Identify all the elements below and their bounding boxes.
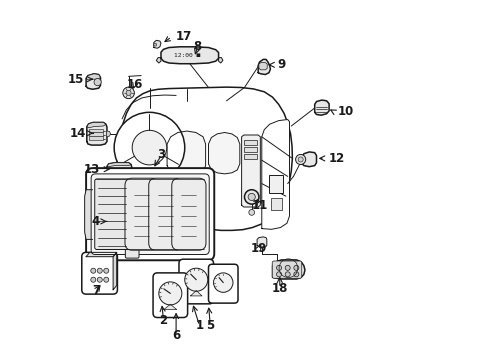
Circle shape: [126, 90, 131, 95]
Circle shape: [285, 265, 289, 270]
Circle shape: [97, 277, 102, 282]
Polygon shape: [107, 131, 110, 137]
Circle shape: [122, 87, 134, 99]
Circle shape: [293, 265, 298, 270]
Circle shape: [247, 193, 255, 201]
FancyBboxPatch shape: [171, 178, 205, 250]
Circle shape: [293, 272, 298, 277]
FancyBboxPatch shape: [208, 264, 238, 303]
Text: 6: 6: [172, 329, 180, 342]
Polygon shape: [258, 59, 270, 75]
Polygon shape: [261, 120, 289, 229]
Circle shape: [132, 130, 166, 165]
Polygon shape: [257, 237, 266, 247]
Bar: [89, 132, 103, 136]
Text: 8: 8: [193, 40, 202, 53]
Circle shape: [248, 210, 254, 215]
Polygon shape: [190, 291, 202, 296]
Polygon shape: [314, 100, 328, 115]
Polygon shape: [113, 252, 117, 290]
Circle shape: [276, 272, 281, 277]
Circle shape: [114, 112, 184, 183]
Circle shape: [153, 43, 156, 46]
Bar: [89, 129, 103, 132]
FancyBboxPatch shape: [95, 179, 129, 249]
Text: 19: 19: [250, 242, 266, 255]
Polygon shape: [86, 74, 101, 80]
Circle shape: [97, 268, 102, 273]
Polygon shape: [115, 87, 292, 230]
Polygon shape: [167, 131, 205, 177]
Text: 1: 1: [195, 319, 203, 332]
Circle shape: [276, 265, 281, 270]
Bar: [268, 175, 283, 193]
Polygon shape: [86, 74, 101, 89]
Polygon shape: [107, 163, 132, 176]
Circle shape: [184, 268, 207, 291]
Text: 10: 10: [337, 105, 354, 118]
Polygon shape: [258, 63, 266, 70]
Bar: [271, 198, 281, 210]
Text: 12: 12: [328, 152, 345, 165]
Text: 17: 17: [176, 30, 192, 43]
Bar: [244, 154, 256, 159]
Bar: [244, 147, 256, 152]
Text: 18: 18: [271, 282, 287, 294]
Polygon shape: [84, 190, 92, 239]
FancyBboxPatch shape: [272, 261, 301, 278]
FancyBboxPatch shape: [153, 273, 187, 318]
Polygon shape: [87, 122, 107, 145]
FancyBboxPatch shape: [86, 168, 214, 260]
Polygon shape: [142, 181, 157, 186]
Text: 16: 16: [126, 78, 142, 91]
FancyBboxPatch shape: [91, 174, 209, 255]
FancyBboxPatch shape: [179, 259, 213, 304]
Circle shape: [285, 272, 289, 277]
Bar: [244, 140, 256, 145]
Circle shape: [91, 277, 96, 282]
Bar: [89, 136, 103, 140]
Polygon shape: [87, 122, 106, 128]
FancyBboxPatch shape: [148, 178, 183, 250]
Circle shape: [103, 277, 108, 282]
Text: 7: 7: [92, 284, 100, 297]
Circle shape: [94, 78, 101, 86]
Text: 14: 14: [70, 127, 86, 140]
Polygon shape: [302, 152, 316, 167]
Circle shape: [244, 190, 258, 204]
FancyBboxPatch shape: [81, 252, 117, 294]
Text: 5: 5: [206, 319, 214, 332]
Circle shape: [103, 268, 108, 273]
Polygon shape: [153, 40, 161, 48]
Circle shape: [91, 268, 96, 273]
Polygon shape: [241, 135, 260, 207]
Text: 15: 15: [68, 73, 84, 86]
Polygon shape: [163, 304, 177, 310]
Polygon shape: [218, 58, 223, 63]
Text: 3: 3: [157, 148, 165, 161]
Text: 13: 13: [83, 163, 100, 176]
Polygon shape: [161, 47, 218, 64]
Text: 2: 2: [159, 314, 167, 327]
FancyBboxPatch shape: [125, 249, 139, 258]
Polygon shape: [208, 132, 239, 174]
Text: 11: 11: [251, 199, 267, 212]
Circle shape: [295, 154, 305, 165]
FancyBboxPatch shape: [125, 178, 159, 250]
Polygon shape: [156, 58, 161, 63]
Text: 9: 9: [276, 58, 285, 71]
Text: 12:00 ■: 12:00 ■: [173, 53, 200, 58]
Circle shape: [298, 157, 303, 162]
Polygon shape: [86, 252, 117, 257]
Polygon shape: [107, 163, 131, 167]
Circle shape: [159, 282, 182, 305]
Text: 4: 4: [91, 215, 100, 228]
Polygon shape: [272, 260, 305, 279]
Circle shape: [213, 273, 232, 292]
